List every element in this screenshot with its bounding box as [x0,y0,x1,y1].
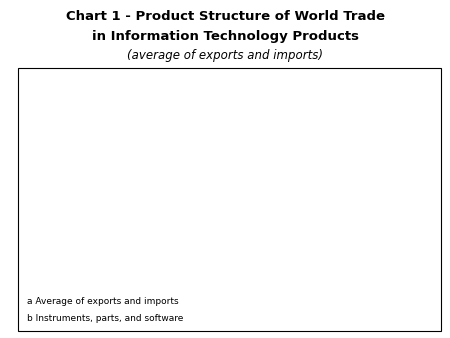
Wedge shape [142,84,225,176]
Text: Telecom Equipment
16%: Telecom Equipment 16% [63,170,165,191]
Wedge shape [148,176,292,268]
Wedge shape [225,84,317,239]
Text: Otherᵇ
18%: Otherᵇ 18% [194,99,228,121]
Text: Semi-conductors
29%: Semi-conductors 29% [189,236,276,257]
Text: Chart 1 - Product Structure of World Trade: Chart 1 - Product Structure of World Tra… [66,10,384,23]
Text: in Information Technology Products: in Information Technology Products [91,30,359,43]
Text: a Average of exports and imports: a Average of exports and imports [27,297,179,306]
Wedge shape [133,137,225,225]
Text: b Instruments, parts, and software: b Instruments, parts, and software [27,314,184,323]
Text: Computers
37%: Computers 37% [278,139,336,161]
Text: (average of exports and imports): (average of exports and imports) [127,49,323,62]
